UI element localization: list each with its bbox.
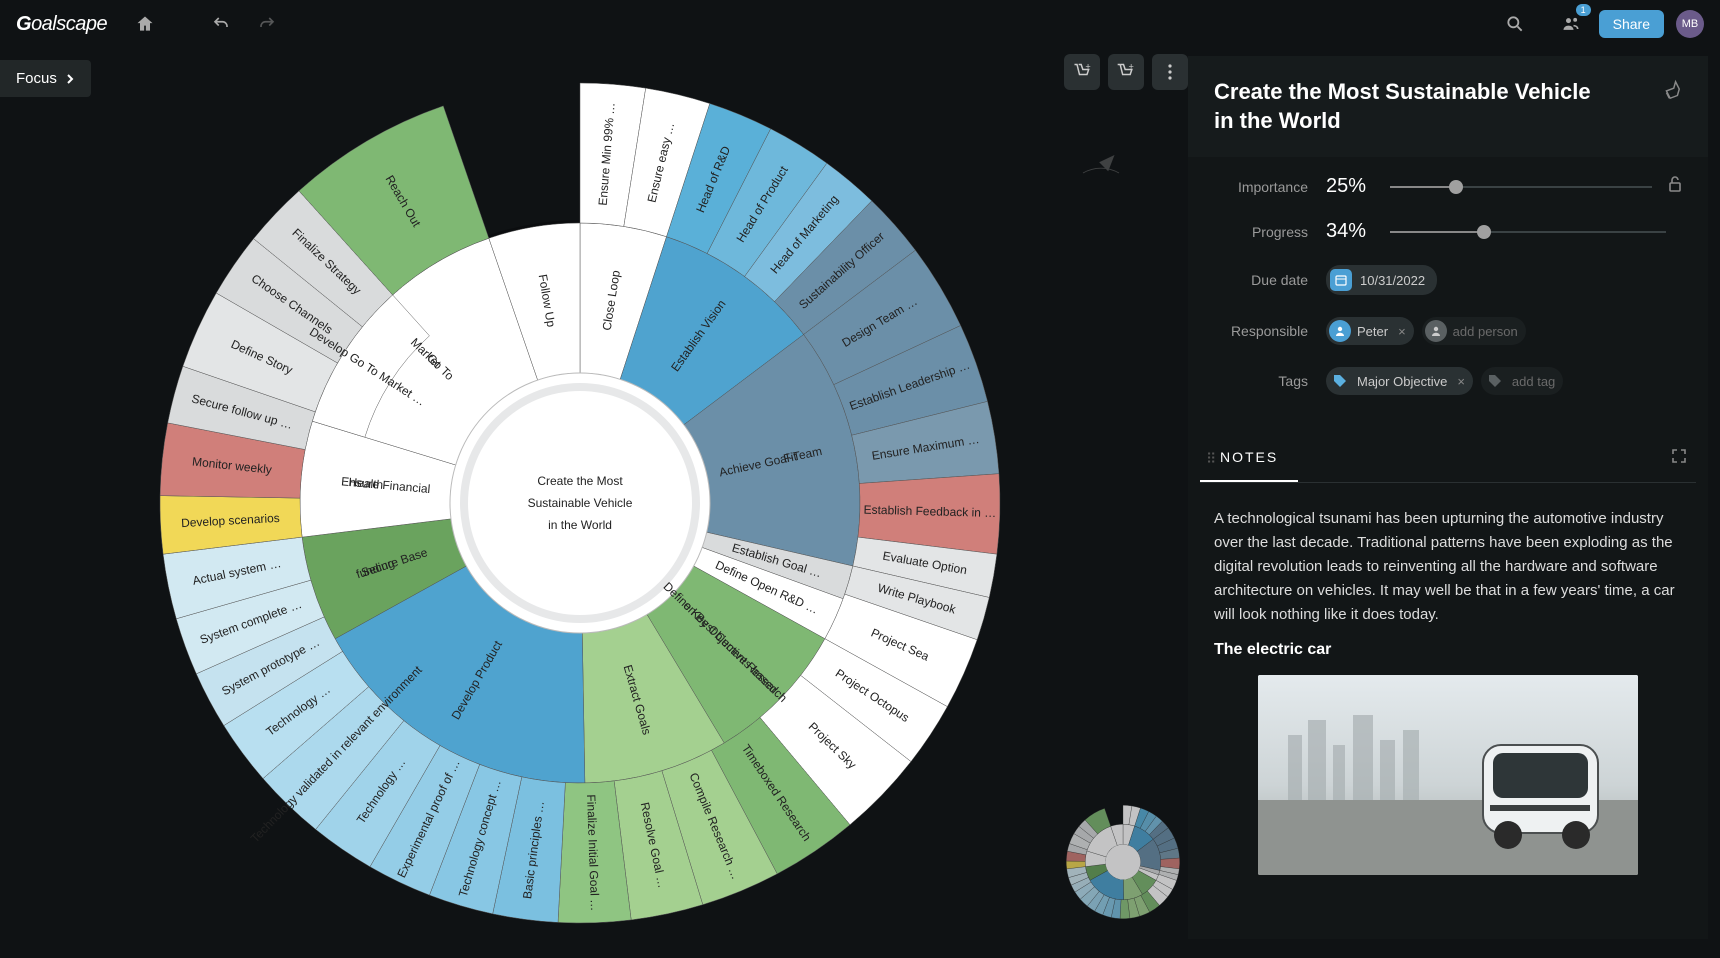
- sunburst-chart[interactable]: Close LoopEstablish VisionAchieve Goal-T…: [50, 53, 1110, 953]
- progress-value: 34%: [1326, 220, 1382, 243]
- add-tag-chip[interactable]: add tag: [1481, 367, 1563, 395]
- share-button[interactable]: Share: [1599, 10, 1664, 38]
- clear-icon[interactable]: [1660, 78, 1682, 108]
- svg-text:in the World: in the World: [548, 518, 612, 532]
- more-icon[interactable]: [1152, 54, 1188, 90]
- panel-title: Create the Most Sustainable Vehicle in t…: [1214, 78, 1614, 135]
- redo-icon[interactable]: [249, 6, 285, 42]
- importance-slider[interactable]: [1390, 186, 1652, 188]
- drag-handle-icon[interactable]: ⠿: [1206, 450, 1214, 467]
- details-panel: Create the Most Sustainable Vehicle in t…: [1188, 56, 1708, 939]
- notes-content[interactable]: A technological tsunami has been upturni…: [1188, 483, 1708, 911]
- responsible-label: Responsible: [1188, 323, 1308, 339]
- canvas-toolbar: + +: [1064, 54, 1188, 90]
- search-icon[interactable]: [1497, 6, 1533, 42]
- svg-text:Create the Most: Create the Most: [537, 474, 623, 488]
- svg-text:+: +: [1129, 62, 1134, 72]
- minimap[interactable]: [1058, 797, 1188, 927]
- logo: GGoalscapeoalscape: [16, 13, 107, 36]
- expand-icon[interactable]: [1662, 435, 1696, 482]
- lock-icon[interactable]: [1668, 176, 1682, 197]
- tag-name: Major Objective: [1357, 374, 1447, 389]
- notes-heading: The electric car: [1214, 637, 1682, 663]
- home-icon[interactable]: [127, 6, 163, 42]
- app-header: GGoalscapeoalscape 1 Share MB: [0, 0, 1720, 48]
- collaborators-icon[interactable]: 1: [1553, 6, 1589, 42]
- calendar-icon: [1330, 269, 1352, 291]
- add-subgoal-icon[interactable]: +: [1108, 54, 1144, 90]
- add-person-label: add person: [1453, 324, 1518, 339]
- notif-badge: 1: [1576, 4, 1591, 16]
- undo-icon[interactable]: [203, 6, 239, 42]
- add-goal-icon[interactable]: +: [1064, 54, 1100, 90]
- panel-tabs: ⠿ NOTES: [1200, 435, 1696, 483]
- person-placeholder-icon: [1425, 320, 1447, 342]
- tag-chip[interactable]: Major Objective ×: [1326, 367, 1473, 395]
- tag-icon: [1329, 370, 1351, 392]
- avatar[interactable]: MB: [1676, 10, 1704, 38]
- importance-value: 25%: [1326, 175, 1382, 198]
- due-date-chip[interactable]: 10/31/2022: [1326, 265, 1437, 295]
- progress-label: Progress: [1188, 224, 1308, 240]
- due-date-text: 10/31/2022: [1360, 273, 1425, 288]
- notes-body: A technological tsunami has been upturni…: [1214, 507, 1682, 627]
- tag-placeholder-icon: [1484, 370, 1506, 392]
- tab-notes[interactable]: NOTES: [1200, 435, 1298, 482]
- person-icon: [1329, 320, 1351, 342]
- remove-tag-icon[interactable]: ×: [1457, 374, 1465, 389]
- due-date-label: Due date: [1188, 272, 1308, 288]
- progress-slider[interactable]: [1390, 231, 1666, 233]
- remove-icon[interactable]: ×: [1398, 324, 1406, 339]
- goal-canvas[interactable]: Close LoopEstablish VisionAchieve Goal-T…: [0, 48, 1188, 947]
- add-person-chip[interactable]: add person: [1422, 317, 1526, 345]
- tags-label: Tags: [1188, 373, 1308, 389]
- notes-image: [1258, 675, 1638, 875]
- svg-text:Sustainable Vehicle: Sustainable Vehicle: [528, 496, 633, 510]
- add-tag-label: add tag: [1512, 374, 1555, 389]
- responsible-name: Peter: [1357, 324, 1388, 339]
- compass-icon[interactable]: [1038, 128, 1128, 218]
- svg-text:+: +: [1085, 62, 1090, 72]
- importance-label: Importance: [1188, 179, 1308, 195]
- responsible-chip[interactable]: Peter ×: [1326, 317, 1414, 345]
